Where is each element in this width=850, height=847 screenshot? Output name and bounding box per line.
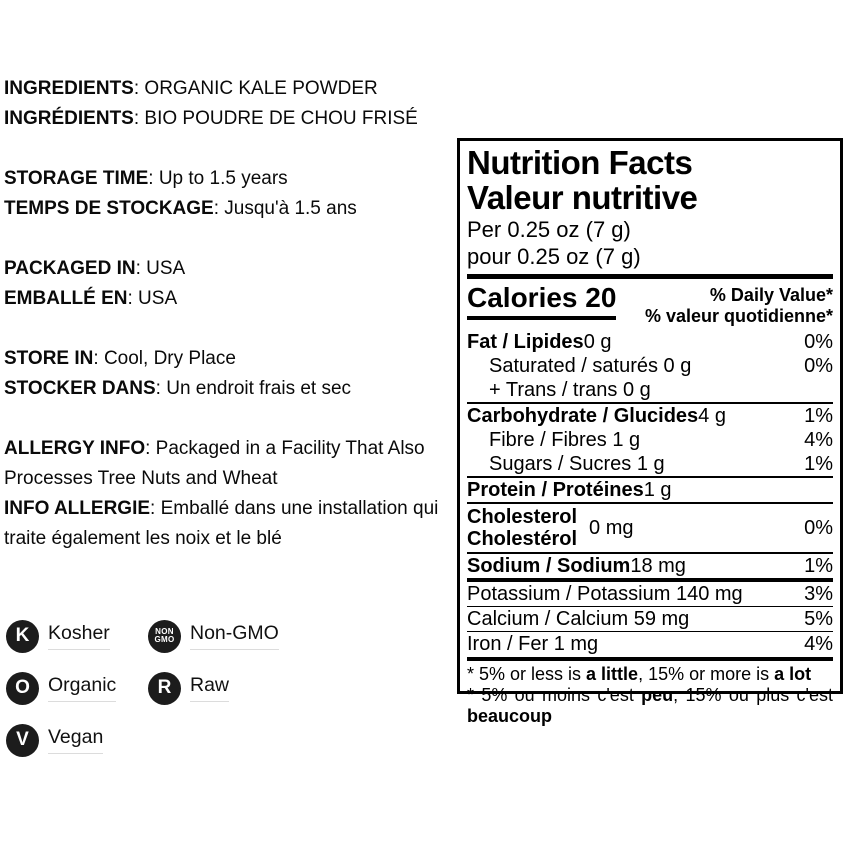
ingredients-fr: INGRÉDIENTS: BIO POUDRE DE CHOU FRISÉ [4,104,450,134]
field-value: : USA [135,258,186,279]
sugars-dv: 1% [804,453,833,475]
field-value: : BIO POUDRE DE CHOU FRISÉ [133,108,418,129]
field-label: ALLERGY INFO [4,438,146,459]
field-value: : Packaged in a Facility That Also Proce… [4,438,425,489]
badge-kosher: K Kosher [6,618,148,654]
badge-label: Raw [190,674,230,702]
daily-value-footnote: * 5% or less is a little, 15% or more is… [467,657,833,727]
daily-value-header: % Daily Value* % valeur quotidienne* [644,285,833,326]
badge-label: Organic [48,674,117,702]
organic-icon: O [6,671,39,705]
badge-label: Kosher [48,622,110,650]
nutrition-title-fr: Valeur nutritive [467,179,698,216]
field-value: : Cool, Dry Place [93,348,236,369]
storage-time-section: STORAGE TIME: Up to 1.5 years TEMPS DE S… [4,164,450,224]
fibre-row: Fibre / Fibres 1 g 4% [489,429,833,451]
field-value: : Up to 1.5 years [148,168,288,189]
carbohydrate-dv: 1% [804,405,833,427]
field-value: : Un endroit frais et sec [155,378,352,399]
footnote-fr: * 5% ou moins c'est peu, 15% ou plus c'e… [467,685,833,726]
store-in-en: STORE IN: Cool, Dry Place [4,344,450,374]
field-label: STORE IN [4,348,94,369]
field-label: TEMPS DE STOCKAGE [4,198,214,219]
sodium-row: Sodium / Sodium 18 mg 1% [467,552,833,578]
raw-icon: R [148,671,181,705]
fibre-dv: 4% [804,429,833,451]
calories-row: Calories 20 % Daily Value* % valeur quot… [467,283,833,327]
potassium-row: Potassium / Potassium 140 mg 3% [467,578,833,606]
badge-organic: O Organic [6,670,148,706]
protein-row: Protein / Protéines 1 g [467,476,833,502]
packaged-in-section: PACKAGED IN: USA EMBALLÉ EN: USA [4,254,450,314]
field-label: PACKAGED IN [4,258,136,279]
field-value: : ORGANIC KALE POWDER [133,78,378,99]
field-value: : USA [127,288,178,309]
store-in-section: STORE IN: Cool, Dry Place STOCKER DANS: … [4,344,450,404]
cholesterol-row: Cholesterol Cholestérol 0 mg 0% [467,502,833,552]
badge-label: Non-GMO [190,622,279,650]
badge-label: Vegan [48,726,104,754]
potassium-dv: 3% [804,583,833,605]
serving-size-en: Per 0.25 oz (7 g) [467,217,631,242]
certification-badges: K Kosher NON GMO Non-GMO O Organic R Raw … [6,618,326,758]
footnote-en: * 5% or less is a little, 15% or more is… [467,664,812,684]
calories-value: Calories 20 [467,283,617,320]
calcium-row: Calcium / Calcium 59 mg 5% [467,606,833,630]
sodium-dv: 1% [804,555,833,577]
ingredients-section: INGREDIENTS: ORGANIC KALE POWDER INGRÉDI… [4,74,450,134]
field-label: EMBALLÉ EN [4,288,128,309]
vegan-icon: V [6,723,39,757]
field-label: INGREDIENTS [4,78,134,99]
field-label: INGRÉDIENTS [4,108,134,129]
serving-size-fr: pour 0.25 oz (7 g) [467,244,641,269]
field-label: STOCKER DANS [4,378,156,399]
field-value: : Jusqu'à 1.5 ans [213,198,357,219]
field-label: INFO ALLERGIE [4,498,151,519]
iron-row: Iron / Fer 1 mg 4% [467,631,833,655]
store-in-fr: STOCKER DANS: Un endroit frais et sec [4,374,450,404]
storage-time-en: STORAGE TIME: Up to 1.5 years [4,164,450,194]
fat-row: Fat / Lipides 0 g 0% [467,331,833,353]
saturated-fat-row: Saturated / saturés 0 g 0% [489,355,833,377]
cholesterol-dv: 0% [804,517,833,539]
sugars-row: Sugars / Sucres 1 g 1% [489,453,833,475]
fat-dv: 0% [804,331,833,353]
allergy-info-section: ALLERGY INFO: Packaged in a Facility Tha… [4,434,450,554]
packaged-in-en: PACKAGED IN: USA [4,254,450,284]
cholesterol-amount: 0 mg [589,517,634,539]
trans-fat-row: + Trans / trans 0 g [489,379,651,401]
ingredients-en: INGREDIENTS: ORGANIC KALE POWDER [4,74,450,104]
iron-dv: 4% [804,633,833,655]
storage-time-fr: TEMPS DE STOCKAGE: Jusqu'à 1.5 ans [4,194,450,224]
badge-non-gmo: NON GMO Non-GMO [148,618,326,654]
divider-thick [467,274,833,279]
field-value: : Emballé dans une installation qui trai… [4,498,439,549]
badge-vegan: V Vegan [6,722,148,758]
saturated-dv: 0% [804,355,833,377]
calcium-dv: 5% [804,608,833,630]
kosher-icon: K [6,619,39,653]
badge-raw: R Raw [148,670,326,706]
nutrition-title-en: Nutrition Facts [467,144,693,181]
field-label: STORAGE TIME [4,168,149,189]
packaged-in-fr: EMBALLÉ EN: USA [4,284,450,314]
allergy-info-en: ALLERGY INFO: Packaged in a Facility Tha… [4,434,450,494]
allergy-info-fr: INFO ALLERGIE: Emballé dans une installa… [4,494,450,554]
product-info-column: INGREDIENTS: ORGANIC KALE POWDER INGRÉDI… [4,74,450,584]
non-gmo-icon: NON GMO [148,619,181,653]
carbohydrate-row: Carbohydrate / Glucides 4 g 1% [467,402,833,428]
cholesterol-labels: Cholesterol Cholestérol [467,506,578,550]
nutrition-facts-panel: Nutrition Facts Valeur nutritive Per 0.2… [457,138,843,726]
